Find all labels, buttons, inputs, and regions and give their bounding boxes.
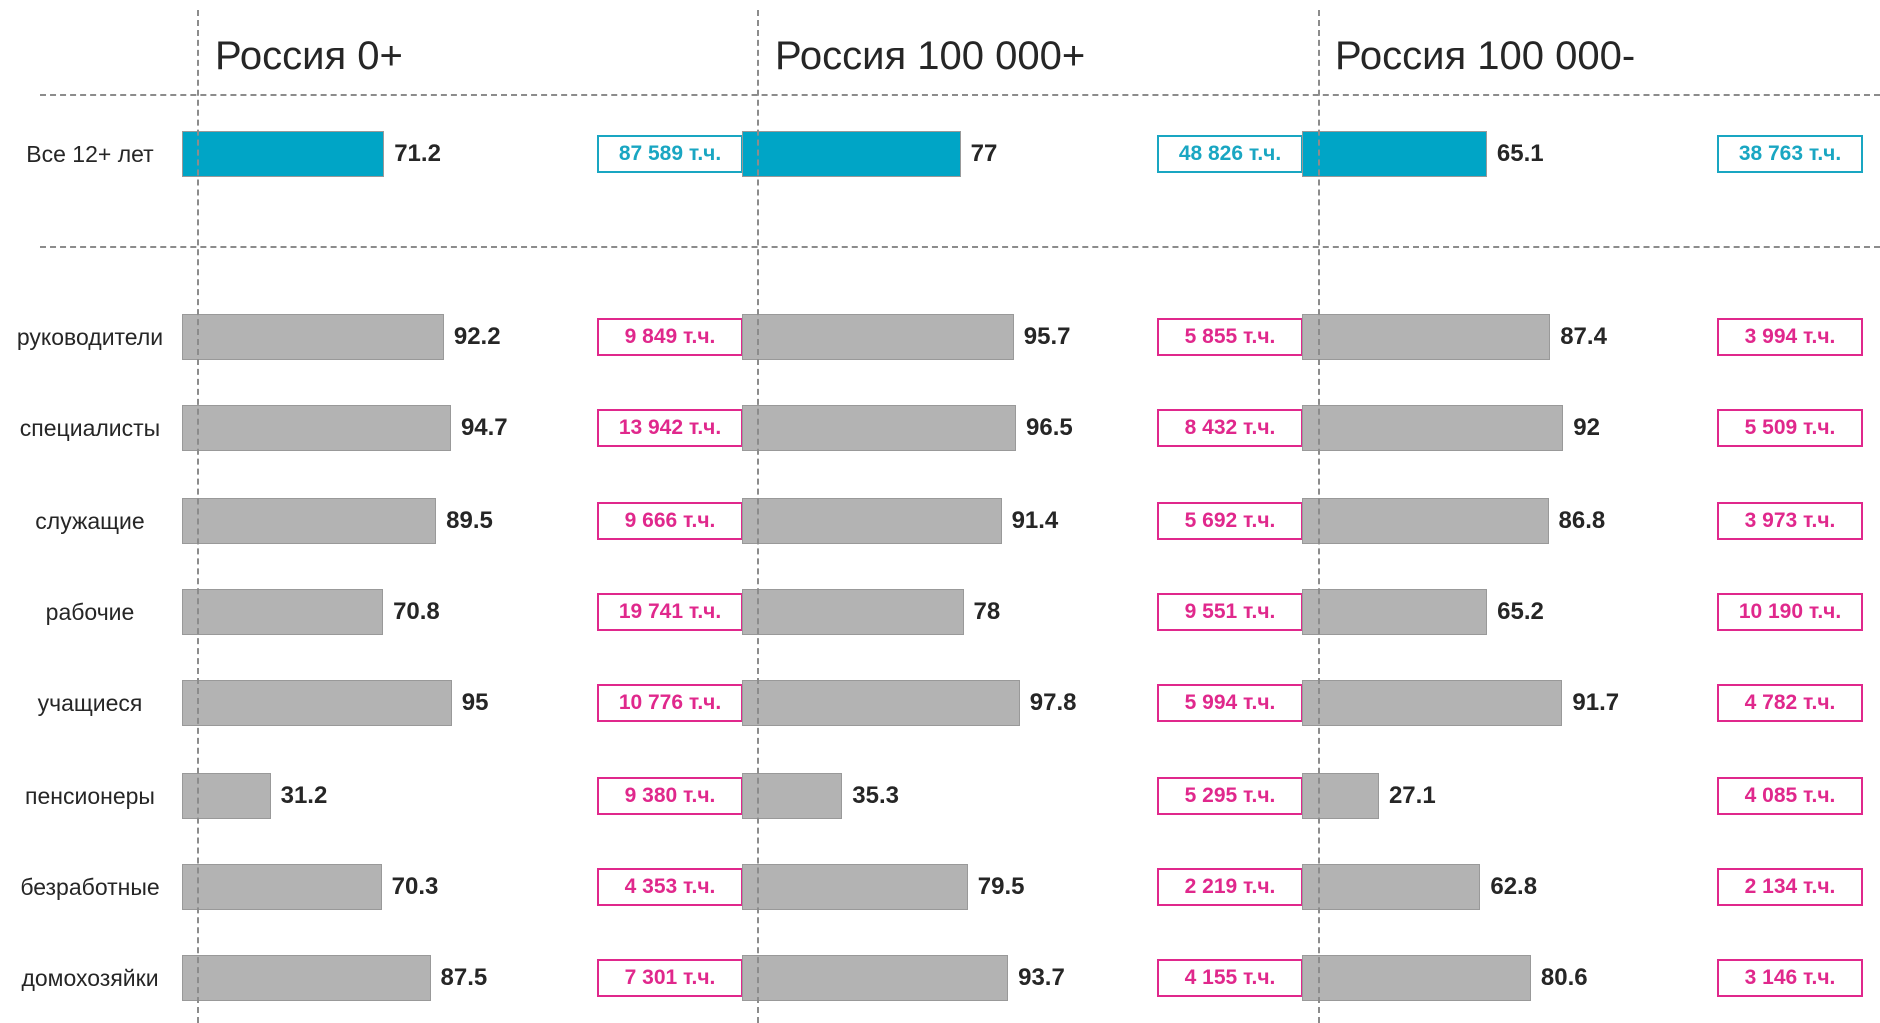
value-label: 91.7	[1572, 689, 1620, 716]
value-label: 80.6	[1540, 964, 1588, 991]
bar	[1302, 314, 1551, 360]
bar	[182, 680, 452, 726]
value-label: 70.3	[391, 873, 439, 900]
value-label: 31.2	[280, 782, 328, 809]
population-label: 13 942 т.ч.	[597, 409, 743, 447]
population-label: 9 380 т.ч.	[597, 777, 743, 815]
population-label: 5 295 т.ч.	[1157, 777, 1303, 815]
bar	[182, 773, 271, 819]
bar	[742, 864, 968, 910]
value-label: 35.3	[852, 782, 899, 809]
bar	[182, 405, 451, 451]
bar	[1302, 405, 1564, 451]
population-label: 5 692 т.ч.	[1157, 502, 1303, 540]
guide-line	[1318, 10, 1320, 1023]
population-label: 5 855 т.ч.	[1157, 318, 1303, 356]
population-label: 4 353 т.ч.	[597, 868, 743, 906]
value-label: 96.5	[1026, 414, 1073, 441]
category-label: служащие	[35, 508, 145, 534]
bar	[1302, 864, 1481, 910]
bar	[1302, 955, 1531, 1001]
bar	[182, 314, 444, 360]
bar	[182, 864, 382, 910]
value-label: 89.5	[446, 507, 493, 534]
population-label: 7 301 т.ч.	[597, 959, 743, 997]
bar	[742, 314, 1014, 360]
divider	[40, 94, 1880, 96]
population-label: 9 666 т.ч.	[597, 502, 743, 540]
value-label: 95.7	[1023, 323, 1071, 350]
divider	[40, 246, 1880, 248]
category-label: пенсионеры	[25, 783, 155, 809]
value-label: 65.1	[1496, 140, 1544, 167]
population-label: 3 973 т.ч.	[1717, 502, 1863, 540]
population-label: 2 134 т.ч.	[1717, 868, 1863, 906]
bar	[182, 589, 384, 635]
category-label: учащиеся	[37, 690, 143, 716]
bar	[742, 498, 1002, 544]
population-label: 4 782 т.ч.	[1717, 684, 1863, 722]
bar	[182, 131, 385, 177]
population-label: 19 741 т.ч.	[597, 593, 743, 631]
value-label: 87.5	[440, 964, 488, 991]
panel-title: Россия 100 000+	[775, 34, 1086, 78]
population-label: 5 994 т.ч.	[1157, 684, 1303, 722]
value-label: 70.8	[393, 598, 440, 625]
guide-line	[757, 10, 759, 1023]
panel-title: Россия 0+	[215, 34, 403, 78]
population-label: 4 085 т.ч.	[1717, 777, 1863, 815]
category-label: домохозяйки	[21, 965, 159, 991]
population-label: 3 994 т.ч.	[1717, 318, 1863, 356]
bar	[182, 955, 431, 1001]
population-label: 10 776 т.ч.	[597, 684, 743, 722]
population-label: 3 146 т.ч.	[1717, 959, 1863, 997]
value-label: 92.2	[453, 323, 501, 350]
value-label: 94.7	[460, 414, 508, 441]
population-label: 38 763 т.ч.	[1717, 135, 1863, 173]
category-label: Все 12+ лет	[26, 141, 154, 167]
population-label: 4 155 т.ч.	[1157, 959, 1303, 997]
value-label: 65.2	[1497, 598, 1544, 625]
bar	[742, 405, 1017, 451]
bar	[1302, 589, 1488, 635]
bar	[1302, 680, 1563, 726]
value-label: 97.8	[1029, 689, 1077, 716]
value-label: 78	[973, 598, 1001, 625]
bar	[742, 131, 961, 177]
value-label: 91.4	[1011, 507, 1059, 534]
panel-title: Россия 100 000-	[1335, 34, 1636, 78]
category-label: руководители	[16, 324, 164, 350]
bar	[1302, 498, 1549, 544]
value-label: 95	[461, 689, 489, 716]
bar	[742, 589, 964, 635]
value-label: 27.1	[1388, 782, 1436, 809]
population-label: 5 509 т.ч.	[1717, 409, 1863, 447]
value-label: 77	[970, 140, 998, 167]
population-label: 87 589 т.ч.	[597, 135, 743, 173]
population-label: 48 826 т.ч.	[1157, 135, 1303, 173]
bar	[742, 680, 1020, 726]
value-label: 62.8	[1490, 873, 1538, 900]
bar	[1302, 131, 1487, 177]
population-label: 2 219 т.ч.	[1157, 868, 1303, 906]
population-label: 10 190 т.ч.	[1717, 593, 1863, 631]
guide-line	[197, 10, 199, 1023]
bar	[742, 955, 1009, 1001]
category-label: специалисты	[19, 415, 161, 441]
population-label: 9 849 т.ч.	[597, 318, 743, 356]
bar	[1302, 773, 1379, 819]
value-label: 87.4	[1560, 323, 1607, 350]
value-label: 71.2	[394, 140, 441, 167]
population-label: 9 551 т.ч.	[1157, 593, 1303, 631]
bar	[182, 498, 437, 544]
value-label: 86.8	[1558, 507, 1606, 534]
value-label: 79.5	[977, 873, 1025, 900]
category-label: рабочие	[45, 599, 135, 625]
value-label: 93.7	[1018, 964, 1065, 991]
value-label: 92	[1573, 414, 1600, 441]
population-label: 8 432 т.ч.	[1157, 409, 1303, 447]
category-label: безработные	[20, 874, 160, 900]
